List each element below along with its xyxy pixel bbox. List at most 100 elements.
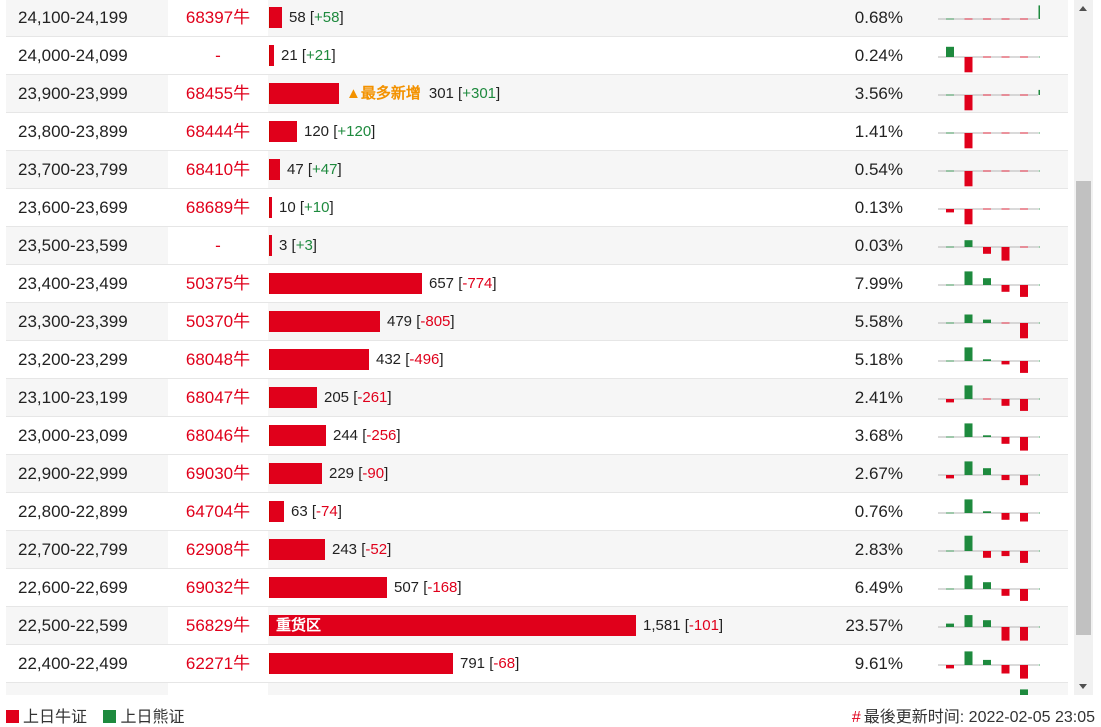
scroll-down-arrow-icon[interactable] bbox=[1074, 678, 1093, 695]
cbbc-code-cell[interactable]: 68397牛 bbox=[168, 0, 268, 36]
table-row[interactable]: 22,600-22,699 69032牛 507 [-168] 6.49% bbox=[6, 569, 1068, 607]
table-row[interactable]: 22,700-22,799 62908牛 243 [-52] 2.83% bbox=[6, 531, 1068, 569]
table-row[interactable]: 23,500-23,599 -3 [+3] 0.03% bbox=[6, 227, 1068, 265]
sparkline-bar bbox=[983, 468, 991, 475]
cbbc-code-cell[interactable]: 68444牛 bbox=[168, 113, 268, 150]
sparkline-bar bbox=[964, 133, 973, 149]
cbbc-code-cell[interactable]: 68410牛 bbox=[168, 151, 268, 188]
sparkline-bar bbox=[964, 461, 973, 475]
cbbc-code-cell[interactable]: 68046牛 bbox=[168, 417, 268, 454]
cbbc-code-cell[interactable]: 69032牛 bbox=[168, 569, 268, 606]
table-row[interactable]: 23,000-23,099 68046牛 244 [-256] 3.68% bbox=[6, 417, 1068, 455]
percentage-cell: 0.76% bbox=[854, 502, 903, 521]
quantity-bar bbox=[269, 653, 453, 674]
cbbc-code-cell[interactable]: 68689牛 bbox=[168, 189, 268, 226]
range-cell: 23,300-23,399 bbox=[18, 312, 128, 331]
table-row[interactable]: 23,200-23,299 68048牛 432 [-496] 5.18% bbox=[6, 341, 1068, 379]
table-row[interactable]: 22,500-22,599 56829牛 重货区 1,581 [-101] 23.57% bbox=[6, 607, 1068, 645]
sparkline-bar bbox=[1001, 665, 1010, 674]
cbbc-code-cell[interactable]: - bbox=[168, 227, 268, 264]
table-row[interactable]: 23,800-23,899 68444牛 120 [+120] 1.41% bbox=[6, 113, 1068, 151]
cbbc-code-cell[interactable]: 50370牛 bbox=[168, 303, 268, 340]
cbbc-code-cell[interactable] bbox=[168, 683, 268, 695]
range-cell: 22,700-22,799 bbox=[18, 540, 128, 559]
percentage-cell: 0.13% bbox=[854, 198, 903, 217]
quantity-text: 58 [+58] bbox=[289, 9, 344, 26]
quantity-change: -774 bbox=[462, 275, 493, 292]
quantity-bar-cell: 479 [-805] bbox=[268, 303, 828, 340]
cbbc-code-cell[interactable]: 68048牛 bbox=[168, 341, 268, 378]
percentage-cell: 6.49% bbox=[854, 578, 903, 597]
table-row[interactable]: 24,000-24,099 -21 [+21] 0.24% bbox=[6, 37, 1068, 75]
table-row[interactable]: 23,100-23,199 68047牛 205 [-261] 2.41% bbox=[6, 379, 1068, 417]
quantity-text: 244 [-256] bbox=[333, 427, 401, 444]
cbbc-code-cell[interactable]: - bbox=[168, 37, 268, 74]
sparkline-bar bbox=[1038, 89, 1047, 95]
sparkline-bar bbox=[964, 535, 973, 551]
percentage-cell: 0.03% bbox=[854, 236, 903, 255]
cbbc-code-cell[interactable]: 69030牛 bbox=[168, 455, 268, 492]
table-row[interactable]: 23,600-23,699 68689牛 10 [+10] 0.13% bbox=[6, 189, 1068, 227]
trend-sparkline bbox=[936, 455, 1047, 492]
quantity-bar bbox=[269, 235, 272, 256]
trend-sparkline bbox=[936, 75, 1047, 112]
table-row[interactable]: 22,400-22,499 62271牛 791 [-68] 9.61% bbox=[6, 645, 1068, 683]
quantity-bar bbox=[269, 273, 422, 294]
table-row[interactable]: 22,900-22,999 69030牛 229 [-90] 2.67% bbox=[6, 455, 1068, 493]
sparkline-bar bbox=[964, 209, 973, 225]
sparkline-bar bbox=[983, 247, 991, 254]
scroll-up-arrow-icon[interactable] bbox=[1074, 0, 1093, 17]
quantity-bar bbox=[269, 45, 274, 66]
range-cell: 23,400-23,499 bbox=[18, 274, 128, 293]
cbbc-code-cell[interactable]: 62271牛 bbox=[168, 645, 268, 682]
quantity-text: 47 [+47] bbox=[287, 161, 342, 178]
quantity-change: +10 bbox=[304, 199, 330, 216]
range-cell: 23,700-23,799 bbox=[18, 160, 128, 179]
quantity-change: -256 bbox=[366, 427, 397, 444]
sparkline-svg bbox=[938, 89, 1047, 111]
quantity-change: +47 bbox=[312, 161, 338, 178]
percentage-cell: 2.41% bbox=[854, 388, 903, 407]
cbbc-code-cell[interactable]: 68455牛 bbox=[168, 75, 268, 112]
quantity-text: 479 [-805] bbox=[387, 313, 455, 330]
table-row[interactable]: 23,900-23,999 68455牛 ▲最多新增 301 [+301] 3.56% bbox=[6, 75, 1068, 113]
scrollbar-thumb[interactable] bbox=[1076, 181, 1091, 635]
quantity-value: 432 bbox=[376, 351, 402, 368]
sparkline-svg bbox=[938, 314, 1047, 339]
cbbc-code-cell[interactable]: 62908牛 bbox=[168, 531, 268, 568]
cbbc-code-cell[interactable]: 50375牛 bbox=[168, 265, 268, 302]
cbbc-distribution-table: 24,100-24,199 68397牛 58 [+58] 0.68% 24,000-2… bbox=[6, 0, 1068, 695]
vertical-scrollbar[interactable] bbox=[1074, 0, 1093, 695]
cbbc-code-cell[interactable]: 56829牛 bbox=[168, 607, 268, 644]
percentage-cell: 0.54% bbox=[854, 160, 903, 179]
table-row[interactable]: 23,300-23,399 50370牛 479 [-805] 5.58% bbox=[6, 303, 1068, 341]
sparkline-bar bbox=[1020, 437, 1028, 451]
sparkline-bar bbox=[946, 399, 954, 403]
range-cell: 22,600-22,699 bbox=[18, 578, 128, 597]
table-row[interactable]: 23,400-23,499 50375牛 657 [-774] 7.99% bbox=[6, 265, 1068, 303]
table-row[interactable]: 23,700-23,799 68410牛 47 [+47] 0.54% bbox=[6, 151, 1068, 189]
cbbc-code-cell[interactable]: 64704牛 bbox=[168, 493, 268, 530]
quantity-text: 507 [-168] bbox=[394, 579, 462, 596]
table-viewport[interactable]: 24,100-24,199 68397牛 58 [+58] 0.68% 24,000-2… bbox=[0, 0, 1101, 695]
cbbc-code-cell[interactable]: 68047牛 bbox=[168, 379, 268, 416]
table-row[interactable]: 22,800-22,899 64704牛 63 [-74] 0.76% bbox=[6, 493, 1068, 531]
quantity-text: 243 [-52] bbox=[332, 541, 392, 558]
quantity-bar-cell: 791 [-68] bbox=[268, 645, 828, 682]
range-cell: 24,100-24,199 bbox=[18, 8, 128, 27]
sparkline-bar bbox=[964, 615, 973, 627]
table-row[interactable] bbox=[6, 683, 1068, 695]
quantity-bar bbox=[269, 311, 380, 332]
quantity-bar bbox=[269, 577, 387, 598]
heavy-zone-label: 重货区 bbox=[276, 617, 322, 634]
footer-bar: 上日牛证 上日熊证 # 最後更新时间: 2022-02-05 23:05 bbox=[0, 695, 1101, 726]
sparkline-svg bbox=[938, 240, 1047, 261]
table-row[interactable]: 24,100-24,199 68397牛 58 [+58] 0.68% bbox=[6, 0, 1068, 37]
quantity-value: 10 bbox=[279, 199, 296, 216]
trend-sparkline bbox=[936, 0, 1047, 36]
legend-bear-label: 上日熊证 bbox=[120, 709, 185, 726]
sparkline-bar bbox=[1001, 437, 1010, 444]
sparkline-bar bbox=[983, 620, 991, 627]
quantity-bar-cell bbox=[268, 683, 828, 695]
quantity-text: 21 [+21] bbox=[281, 47, 336, 64]
